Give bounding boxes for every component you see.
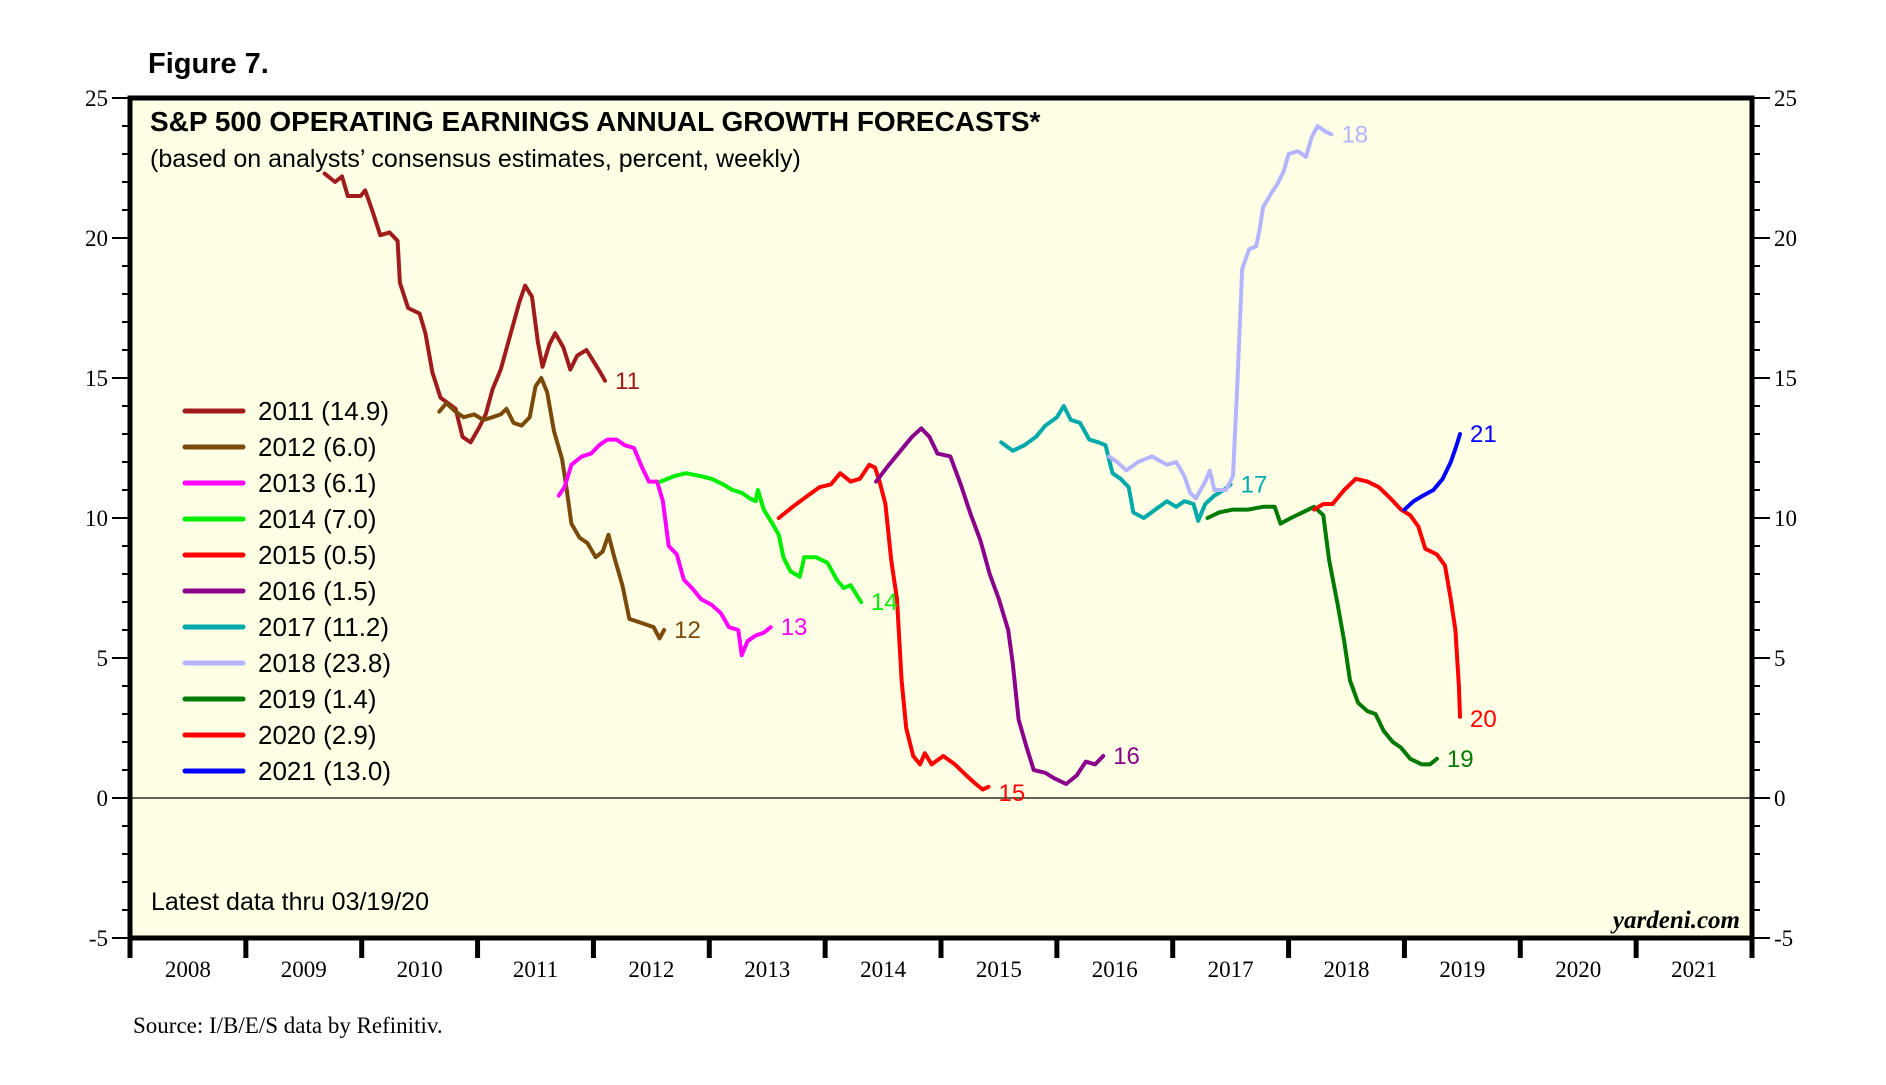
x-tick-label: 2017 (1208, 957, 1254, 982)
legend-label-2018: 2018 (23.8) (258, 648, 391, 678)
brand-watermark: yardeni.com (1610, 907, 1740, 934)
series-end-label: 17 (1241, 471, 1268, 498)
series-end-label: 21 (1470, 421, 1497, 448)
legend-label-2015: 2015 (0.5) (258, 540, 377, 570)
source-note: Source: I/B/E/S data by Refinitiv. (133, 1013, 443, 1038)
y-tick-label-right: 0 (1774, 786, 1786, 811)
y-tick-label-left: 5 (97, 646, 109, 671)
series-line-2016 (874, 426, 1106, 786)
chart-subtitle: (based on analysts’ consensus estimates,… (150, 145, 801, 173)
x-tick-label: 2008 (165, 957, 211, 982)
legend-label-2016: 2016 (1.5) (258, 576, 377, 606)
legend: 2011 (14.9) 2012 (6.0) 2013 (6.1) 2014 (7.0… (182, 396, 391, 786)
series-end-label: 12 (674, 617, 701, 644)
y-tick-label-left: 0 (97, 786, 109, 811)
y-tick-label-left: 15 (85, 366, 108, 391)
legend-label-2020: 2020 (2.9) (258, 720, 377, 750)
series-line-2019 (1205, 504, 1439, 767)
series-line-2015 (776, 462, 991, 792)
legend-label-2013: 2013 (6.1) (258, 468, 377, 498)
y-tick-label-right: 25 (1774, 86, 1797, 111)
series-end-label: 19 (1447, 746, 1474, 773)
legend-label-2019: 2019 (1.4) (258, 684, 377, 714)
x-tick-label: 2016 (1092, 957, 1138, 982)
legend-label-2021: 2021 (13.0) (258, 756, 391, 786)
legend-label-2011: 2011 (14.9) (258, 396, 389, 426)
series-line-2021 (1402, 432, 1462, 512)
x-tick-label: 2011 (513, 957, 558, 982)
series-line-2012 (437, 376, 667, 641)
y-tick-label-left: 20 (85, 226, 108, 251)
series-end-label: 15 (999, 780, 1026, 807)
series-end-label: 14 (871, 589, 898, 616)
legend-label-2017: 2017 (11.2) (258, 612, 389, 642)
series-line-2013 (556, 437, 773, 658)
series-line-2014 (658, 471, 864, 604)
y-tick-label-left: 10 (85, 506, 108, 531)
x-tick-label: 2012 (628, 957, 674, 982)
y-tick-label-right: 5 (1774, 646, 1786, 671)
series-line-2020 (1312, 476, 1462, 719)
y-tick-label-right: -5 (1774, 926, 1793, 951)
legend-label-2014: 2014 (7.0) (258, 504, 377, 534)
x-tick-label: 2019 (1439, 957, 1485, 982)
x-tick-label: 2015 (976, 957, 1022, 982)
x-tick-label: 2013 (744, 957, 790, 982)
y-tick-label-right: 20 (1774, 226, 1797, 251)
chart-title: S&P 500 OPERATING EARNINGS ANNUAL GROWTH… (150, 106, 1040, 137)
y-tick-label-left: -5 (89, 926, 108, 951)
series-end-label: 16 (1113, 743, 1140, 770)
series-end-label: 20 (1470, 706, 1497, 733)
series-end-label: 13 (781, 614, 808, 641)
x-tick-label: 2020 (1555, 957, 1601, 982)
series-line-2018 (1107, 124, 1334, 501)
x-tick-label: 2010 (397, 957, 443, 982)
y-tick-label-left: 25 (85, 86, 108, 111)
y-tick-label-right: 10 (1774, 506, 1797, 531)
latest-data-note: Latest data thru 03/19/20 (151, 888, 429, 916)
x-tick-label: 2014 (860, 957, 907, 982)
figure-label: Figure 7. (148, 48, 269, 80)
series-end-label: 11 (615, 368, 640, 395)
series-line-2011 (322, 171, 607, 445)
y-tick-label-right: 15 (1774, 366, 1797, 391)
series-line-2017 (999, 404, 1233, 523)
x-tick-label: 2021 (1671, 957, 1717, 982)
legend-label-2012: 2012 (6.0) (258, 432, 377, 462)
x-tick-label: 2009 (281, 957, 327, 982)
x-tick-label: 2018 (1324, 957, 1370, 982)
series-end-label: 18 (1341, 121, 1368, 148)
